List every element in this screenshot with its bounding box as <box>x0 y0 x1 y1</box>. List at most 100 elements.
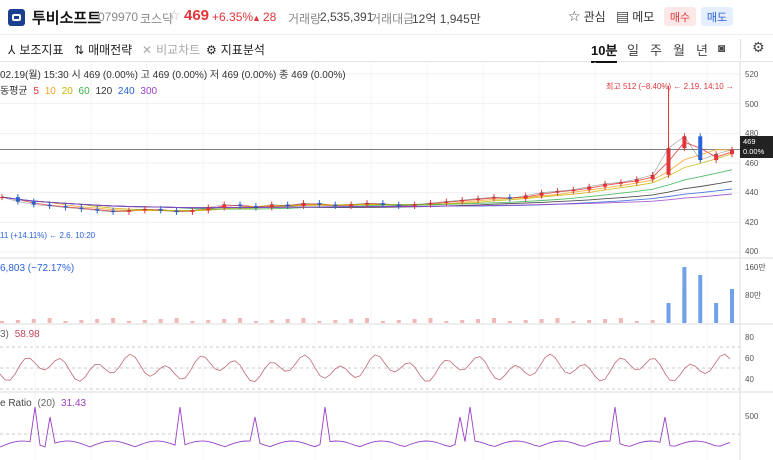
ohlc-readout: 02.19(월) 15:30 시 469 (0.00%) 고 469 (0.00… <box>0 70 346 81</box>
candle-body <box>380 203 385 205</box>
memo-button[interactable]: ▤ 메모 <box>616 8 654 25</box>
candle-body <box>158 208 163 211</box>
analysis-button[interactable]: ⚙ 지표분석 <box>206 41 265 58</box>
candle-body <box>285 204 290 207</box>
volume-bar <box>507 321 512 323</box>
candle-body <box>587 186 592 190</box>
volume-bar <box>142 320 147 323</box>
price-axis-label: 440 <box>745 188 759 197</box>
ma-20[interactable]: 20 <box>61 86 73 97</box>
indicators-button[interactable]: ⅄ 보조지표 <box>8 41 64 58</box>
chart-area[interactable]: 02.19(월) 15:30 시 469 (0.00%) 고 469 (0.00… <box>0 62 773 460</box>
ma-60[interactable]: 60 <box>78 86 90 97</box>
star-icon[interactable]: ☆ <box>168 7 181 23</box>
moving-average-legend: 동평균 5 10 20 60 120 240 300 <box>0 82 160 97</box>
candle-body <box>238 204 243 207</box>
change-percent: +6.35% <box>212 10 254 24</box>
volume-bar <box>571 321 576 323</box>
ma-300[interactable]: 300 <box>140 86 158 97</box>
volume-bar <box>158 319 163 323</box>
rsi-value: 58.98 <box>14 329 40 340</box>
candle-body <box>269 204 274 208</box>
price-axis-label: 460 <box>745 159 759 168</box>
memo-icon: ▤ <box>616 8 630 24</box>
chart-toolbar: ⅄ 보조지표 ⇅ 매매전략 ✕ 비교차트 ⚙ 지표분석 10분 일 주 월 년 … <box>0 34 773 63</box>
period-tab-day[interactable]: 일 <box>627 43 639 58</box>
candle-body <box>650 174 655 180</box>
strategy-label: 매매전략 <box>88 43 133 57</box>
camera-icon[interactable]: ◙ <box>718 41 726 55</box>
ratio-value: 31.43 <box>61 398 87 409</box>
volume-bar <box>253 321 258 323</box>
volume-bar <box>698 275 703 323</box>
sell-button[interactable]: 매도 <box>701 7 733 26</box>
volume-bar <box>15 320 20 323</box>
candle-body <box>491 197 496 199</box>
volume-bar <box>444 321 449 323</box>
volume-readout: 6,803 (−72.17%) <box>0 263 75 274</box>
market-label: 코스닥 <box>140 12 174 26</box>
period-tab-year[interactable]: 년 <box>696 43 708 58</box>
price-axis-label: 420 <box>745 218 759 227</box>
volume-bar <box>682 267 687 323</box>
candle-body <box>603 183 608 187</box>
volume-bar <box>31 319 36 323</box>
strategy-button[interactable]: ⇅ 매매전략 <box>74 41 132 58</box>
volume-bar <box>349 319 354 323</box>
volume-label: 거래량 <box>288 12 322 26</box>
volume-bar <box>238 318 243 323</box>
volume-bar <box>714 303 719 323</box>
rsi-axis-label: 80 <box>745 333 754 342</box>
watch-button[interactable]: ☆ 관심 <box>568 8 606 25</box>
watch-label: 관심 <box>583 10 606 24</box>
candle-body <box>730 149 734 155</box>
ma-10[interactable]: 10 <box>44 86 56 97</box>
chart-canvas[interactable] <box>0 62 773 460</box>
memo-label: 메모 <box>632 10 655 24</box>
compare-icon: ✕ <box>142 42 153 57</box>
volume-bars <box>0 267 734 323</box>
period-tab-month[interactable]: 월 <box>673 43 685 58</box>
volume-bar <box>79 320 84 323</box>
compare-button[interactable]: ✕ 비교차트 <box>142 41 200 58</box>
period-tab-week[interactable]: 주 <box>650 43 662 58</box>
candle-body <box>507 197 512 199</box>
buy-button[interactable]: 매수 <box>664 7 696 26</box>
ratio-readout: e Ratio (20) 31.43 <box>0 398 86 409</box>
volume-bar <box>111 318 116 323</box>
candle-body <box>349 204 354 207</box>
volume-bar <box>222 319 227 323</box>
change-amount: ▲ 28 <box>252 10 276 24</box>
candle-body <box>111 210 116 212</box>
star-outline-icon: ☆ <box>568 8 581 24</box>
rsi-axis-label: 60 <box>745 354 754 363</box>
candle-body <box>142 208 147 211</box>
period-tab-10min[interactable]: 10분 <box>591 40 618 63</box>
volume-bar <box>587 320 592 323</box>
stock-name[interactable]: 투비소프트 <box>32 10 102 27</box>
price-axis-label: 480 <box>745 129 759 138</box>
ma-5[interactable]: 5 <box>33 86 39 97</box>
volume-bar <box>476 319 481 323</box>
candle-body <box>666 148 671 175</box>
current-price-tag: 469 0.00% <box>740 136 773 158</box>
price-axis-label: 400 <box>745 247 759 256</box>
up-triangle-icon: ▲ <box>252 13 261 23</box>
gear-icon[interactable]: ⚙ <box>752 39 765 55</box>
rsi-path <box>0 353 731 382</box>
candle-body <box>206 207 211 211</box>
ma-240[interactable]: 240 <box>117 86 135 97</box>
ma-120[interactable]: 120 <box>95 86 113 97</box>
candle-body <box>301 203 306 207</box>
candle-body <box>365 203 369 205</box>
high-annotation: 최고 512 (−8.40%) ← 2.19. 14:10 → <box>606 82 734 91</box>
candle-body <box>634 179 639 183</box>
candle-body <box>253 206 258 208</box>
candle-body <box>63 206 68 208</box>
candle-body <box>618 182 623 184</box>
volume-bar <box>333 320 338 323</box>
candle-body <box>396 204 401 207</box>
volume-bar <box>206 320 211 323</box>
price-axis-label: 500 <box>745 100 759 109</box>
candles <box>0 85 734 215</box>
